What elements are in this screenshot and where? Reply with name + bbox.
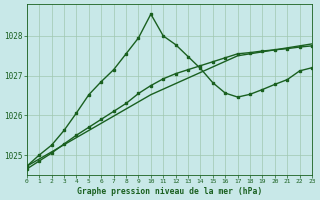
- X-axis label: Graphe pression niveau de la mer (hPa): Graphe pression niveau de la mer (hPa): [77, 187, 262, 196]
